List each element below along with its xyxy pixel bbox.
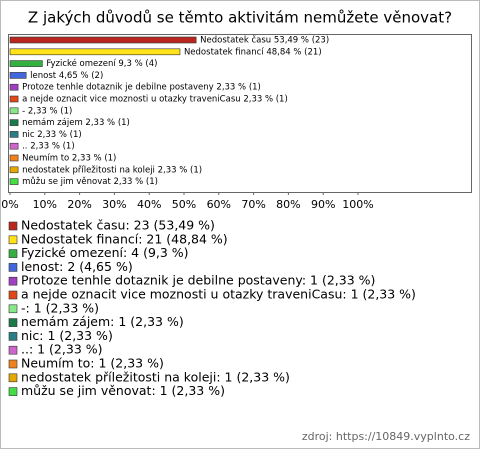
legend-label: nic: 1 (2,33 %) — [21, 328, 113, 343]
x-tick-label: 80% — [276, 198, 300, 211]
legend-swatch — [8, 387, 18, 396]
bar-label: Fyzické omezení 9,3 % (4) — [46, 58, 157, 69]
bar-label: Nedostatek financí 48,84 % (21) — [184, 47, 322, 57]
legend-label: nemám zájem: 1 (2,33 %) — [21, 314, 184, 329]
x-tick-label: 70% — [241, 198, 265, 211]
bar-label: nemám zájem 2,33 % (1) — [22, 118, 130, 128]
legend-label: Fyzické omezení: 4 (9,3 %) — [21, 245, 189, 260]
bar — [9, 107, 19, 115]
x-tick-label: 10% — [33, 198, 57, 211]
bar — [9, 154, 19, 162]
legend-swatch — [8, 263, 18, 272]
x-tick-label: 20% — [67, 198, 91, 211]
legend-label: Protoze tenhle dotaznik je debilne posta… — [21, 273, 375, 288]
legend-swatch — [8, 318, 18, 327]
x-tick-label: 30% — [102, 198, 126, 211]
x-tick-label: 0% — [1, 198, 18, 211]
bar — [9, 131, 19, 138]
legend-swatch — [8, 221, 18, 231]
legend-swatch — [8, 304, 18, 314]
legend-swatch — [8, 359, 18, 369]
source: zdroj: https://10849.vyplnto.cz — [302, 430, 470, 443]
legend-swatch — [8, 332, 18, 341]
bar-label: Nedostatek času 53,49 % (23) — [200, 35, 329, 46]
bar — [9, 48, 181, 56]
bar-label: nedostatek příležitosti na koleji 2,33 %… — [22, 165, 202, 175]
bar — [9, 95, 19, 103]
legend-label: ..: 1 (2,33 %) — [21, 342, 103, 357]
legend-label: -: 1 (2,33 %) — [21, 300, 99, 315]
bar-label: a nejde oznacit vice moznosti u otazky t… — [22, 95, 288, 105]
x-tick-label: 50% — [172, 198, 196, 211]
bar — [9, 119, 19, 126]
bar-label: nic 2,33 % (1) — [22, 130, 82, 140]
legend-swatch — [8, 249, 18, 258]
legend-label: Nedostatek času: 23 (53,49 %) — [21, 218, 215, 233]
bar-label: lenost 4,65 % (2) — [30, 71, 103, 81]
legend-label: lenost: 2 (4,65 %) — [21, 259, 133, 274]
legend-swatch — [8, 276, 18, 286]
x-tick-label: 60% — [207, 198, 231, 211]
chart-title: Z jakých důvodů se těmto aktivitám nemůž… — [28, 9, 452, 27]
legend-swatch — [8, 345, 18, 355]
bar — [9, 60, 43, 67]
bar-label: .. 2,33 % (1) — [22, 142, 75, 152]
x-tick-label: 100% — [342, 198, 373, 211]
bar — [9, 36, 197, 44]
legend-label: Nedostatek financí: 21 (48,84 %) — [21, 231, 228, 246]
bar — [9, 142, 19, 150]
legend-swatch — [8, 235, 18, 245]
legend-label: můžu se jim věnovat: 1 (2,33 %) — [21, 383, 225, 398]
legend-label: nedostatek příležitosti na koleji: 1 (2,… — [21, 369, 290, 384]
bar-label: Neumím to 2,33 % (1) — [22, 154, 116, 164]
bar — [9, 166, 19, 174]
legend-label: a nejde oznacit vice moznosti u otazky t… — [21, 287, 416, 302]
legend-label: Neumím to: 1 (2,33 %) — [21, 356, 164, 371]
x-tick-label: 90% — [311, 198, 335, 211]
bar — [9, 72, 27, 79]
bar-label: můžu se jim věnovat 2,33 % (1) — [22, 176, 158, 187]
x-tick-label: 40% — [137, 198, 161, 211]
bar — [9, 83, 19, 91]
bar — [9, 178, 19, 185]
bar-label: - 2,33 % (1) — [22, 106, 72, 116]
bar-label: Protoze tenhle dotaznik je debilne posta… — [22, 83, 261, 93]
legend-swatch — [8, 373, 18, 383]
plot-area — [8, 34, 472, 193]
legend-swatch — [8, 290, 18, 300]
